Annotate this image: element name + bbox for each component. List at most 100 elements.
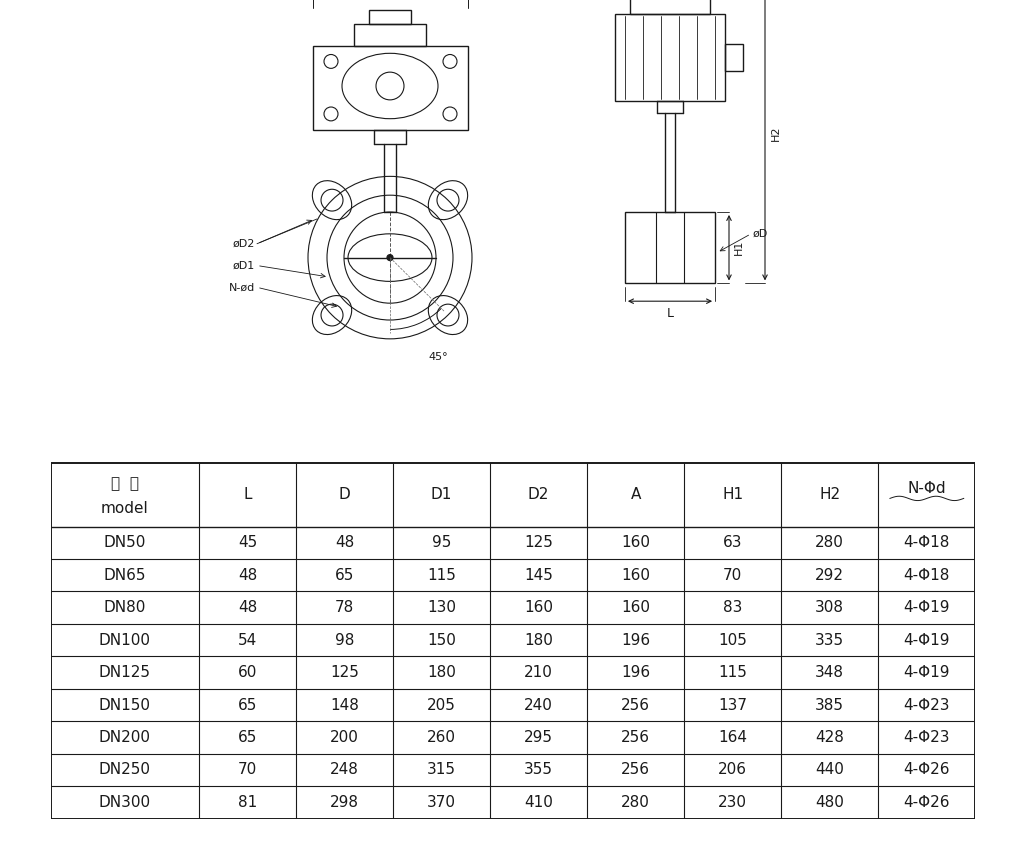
Text: 45: 45 (238, 535, 257, 550)
Text: D1: D1 (431, 487, 452, 502)
Text: 248: 248 (330, 762, 359, 777)
Text: 48: 48 (238, 600, 257, 615)
Text: 308: 308 (815, 600, 844, 615)
Text: 480: 480 (816, 795, 844, 810)
Text: 205: 205 (427, 697, 456, 712)
Text: 83: 83 (723, 600, 743, 615)
Text: DN100: DN100 (99, 633, 150, 647)
Text: 348: 348 (815, 665, 844, 680)
Text: 256: 256 (621, 730, 650, 745)
Text: 54: 54 (238, 633, 257, 647)
Text: 355: 355 (524, 762, 553, 777)
Text: 160: 160 (524, 600, 553, 615)
Text: 4-Φ26: 4-Φ26 (903, 795, 950, 810)
Text: 150: 150 (427, 633, 456, 647)
Text: 370: 370 (427, 795, 456, 810)
Text: 315: 315 (427, 762, 456, 777)
Text: 125: 125 (330, 665, 359, 680)
Text: 45°: 45° (428, 352, 448, 362)
Text: DN150: DN150 (99, 697, 150, 712)
Text: 164: 164 (718, 730, 747, 745)
Text: L: L (666, 307, 674, 320)
Bar (725, 44, 743, 72)
Text: DN125: DN125 (99, 665, 150, 680)
Text: 180: 180 (524, 633, 553, 647)
Text: 48: 48 (238, 568, 257, 582)
Text: DN250: DN250 (99, 762, 150, 777)
Text: 125: 125 (524, 535, 553, 550)
Text: 196: 196 (621, 665, 650, 680)
Text: 256: 256 (621, 762, 650, 777)
Text: L: L (243, 487, 252, 502)
Bar (615, 14, 725, 101)
Text: øD: øD (753, 229, 768, 239)
Text: H1: H1 (722, 487, 744, 502)
Text: 440: 440 (816, 762, 844, 777)
Text: 145: 145 (524, 568, 553, 582)
Text: 115: 115 (427, 568, 456, 582)
Text: 240: 240 (524, 697, 553, 712)
Text: H2: H2 (819, 487, 840, 502)
Text: 196: 196 (621, 633, 650, 647)
Text: DN200: DN200 (99, 730, 150, 745)
Text: 63: 63 (723, 535, 743, 550)
Text: DN65: DN65 (104, 568, 146, 582)
Bar (354, 24, 426, 46)
Bar (313, 46, 468, 130)
Text: 160: 160 (621, 535, 650, 550)
Text: 260: 260 (427, 730, 456, 745)
Text: N-Φd: N-Φd (907, 481, 946, 495)
Text: 4-Φ19: 4-Φ19 (903, 633, 950, 647)
Text: H1: H1 (734, 240, 744, 256)
Text: 210: 210 (524, 665, 553, 680)
Text: D2: D2 (528, 487, 550, 502)
Text: 4-Φ19: 4-Φ19 (903, 665, 950, 680)
Text: 385: 385 (815, 697, 844, 712)
Text: 206: 206 (718, 762, 747, 777)
Text: 335: 335 (815, 633, 844, 647)
Bar (625, 212, 715, 284)
Text: 98: 98 (335, 633, 355, 647)
Text: 160: 160 (621, 600, 650, 615)
Text: 4-Φ23: 4-Φ23 (903, 697, 950, 712)
Text: 65: 65 (238, 730, 257, 745)
Text: 65: 65 (238, 697, 257, 712)
Text: 4-Φ23: 4-Φ23 (903, 730, 950, 745)
Text: øD1: øD1 (233, 261, 255, 271)
Text: 280: 280 (816, 535, 844, 550)
Text: A: A (631, 487, 641, 502)
Text: 256: 256 (621, 697, 650, 712)
Text: 410: 410 (524, 795, 553, 810)
Text: 180: 180 (427, 665, 456, 680)
Text: 137: 137 (718, 697, 747, 712)
Text: model: model (101, 501, 148, 516)
Text: øD2: øD2 (233, 239, 255, 249)
Text: 298: 298 (330, 795, 359, 810)
Text: 200: 200 (330, 730, 359, 745)
Text: 4-Φ26: 4-Φ26 (903, 762, 950, 777)
Text: 95: 95 (432, 535, 451, 550)
Text: 4-Φ19: 4-Φ19 (903, 600, 950, 615)
Text: 70: 70 (723, 568, 743, 582)
Bar (630, 0, 710, 14)
Text: 48: 48 (335, 535, 355, 550)
Text: H2: H2 (771, 125, 781, 140)
Text: DN300: DN300 (99, 795, 151, 810)
Bar (369, 10, 411, 24)
Text: 60: 60 (238, 665, 257, 680)
Text: 型  号: 型 号 (111, 476, 139, 491)
Text: 280: 280 (621, 795, 650, 810)
Text: 292: 292 (815, 568, 844, 582)
Text: 70: 70 (238, 762, 257, 777)
Circle shape (387, 255, 393, 261)
Text: 115: 115 (718, 665, 747, 680)
Text: 81: 81 (238, 795, 257, 810)
Text: 4-Φ18: 4-Φ18 (903, 568, 950, 582)
Text: N-ød: N-ød (229, 283, 255, 292)
Text: 148: 148 (330, 697, 359, 712)
Text: 428: 428 (816, 730, 844, 745)
Text: D: D (338, 487, 351, 502)
Text: DN80: DN80 (104, 600, 146, 615)
Text: 65: 65 (335, 568, 355, 582)
Text: DN50: DN50 (104, 535, 146, 550)
